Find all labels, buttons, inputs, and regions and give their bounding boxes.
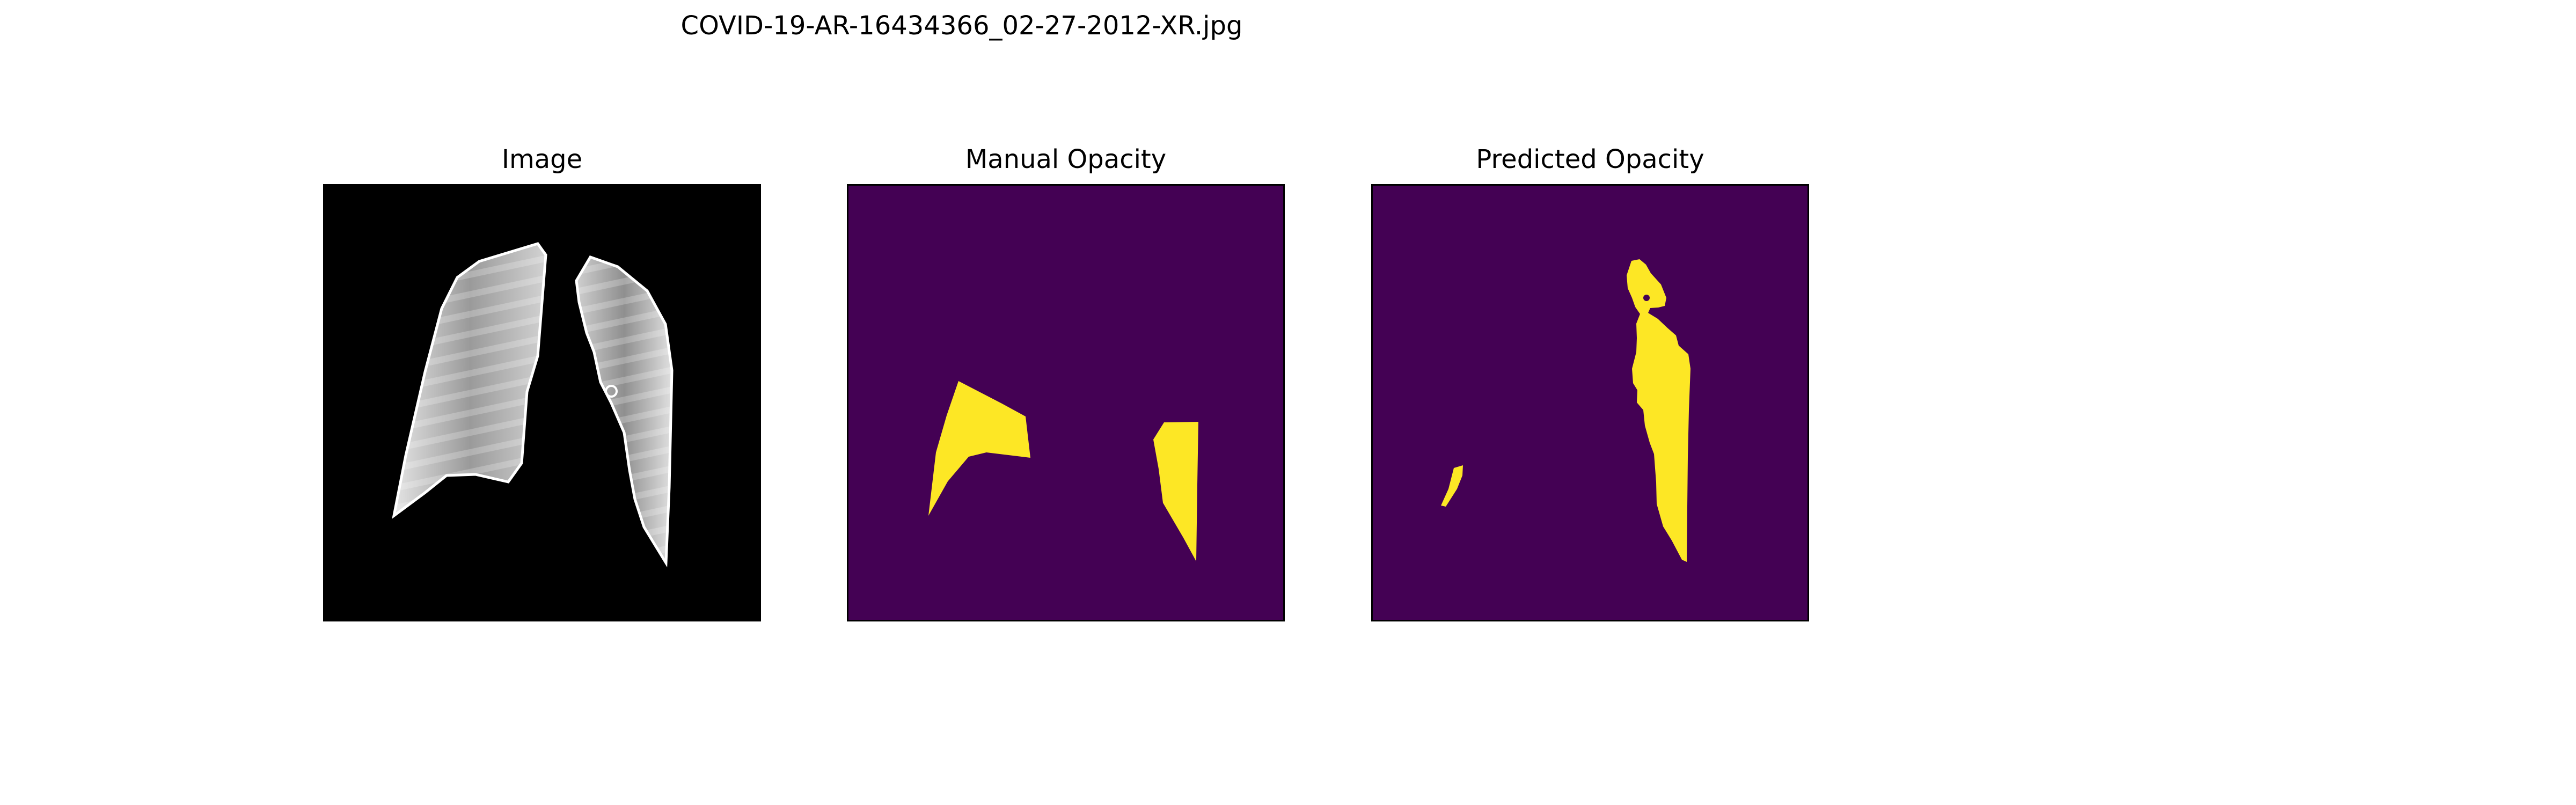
predicted-opacity-title: Predicted Opacity bbox=[1476, 144, 1704, 174]
predicted-opacity-panel: Predicted Opacity bbox=[1371, 144, 1809, 621]
predicted-opacity-mask bbox=[1371, 184, 1809, 621]
manual-opacity-region-left bbox=[928, 381, 1030, 516]
manual-opacity-panel: Manual Opacity bbox=[847, 144, 1285, 621]
mask-background bbox=[1371, 184, 1809, 621]
figure-title: COVID-19-AR-16434366_02-27-2012-XR.jpg bbox=[680, 11, 1243, 41]
image-panel-title: Image bbox=[501, 144, 583, 174]
mask-background bbox=[847, 184, 1285, 621]
manual-opacity-mask bbox=[847, 184, 1285, 621]
left-lung-region bbox=[392, 242, 547, 519]
xray-image bbox=[323, 184, 761, 621]
predicted-opacity-region-small bbox=[1441, 465, 1463, 507]
manual-opacity-region-right bbox=[1153, 422, 1198, 561]
predicted-opacity-region-main bbox=[1627, 259, 1690, 562]
manual-opacity-title: Manual Opacity bbox=[965, 144, 1167, 174]
image-frame bbox=[323, 184, 761, 621]
predicted-frame bbox=[1371, 184, 1809, 621]
image-panel: Image bbox=[323, 144, 761, 621]
right-lung-region bbox=[575, 255, 674, 568]
manual-frame bbox=[847, 184, 1285, 621]
